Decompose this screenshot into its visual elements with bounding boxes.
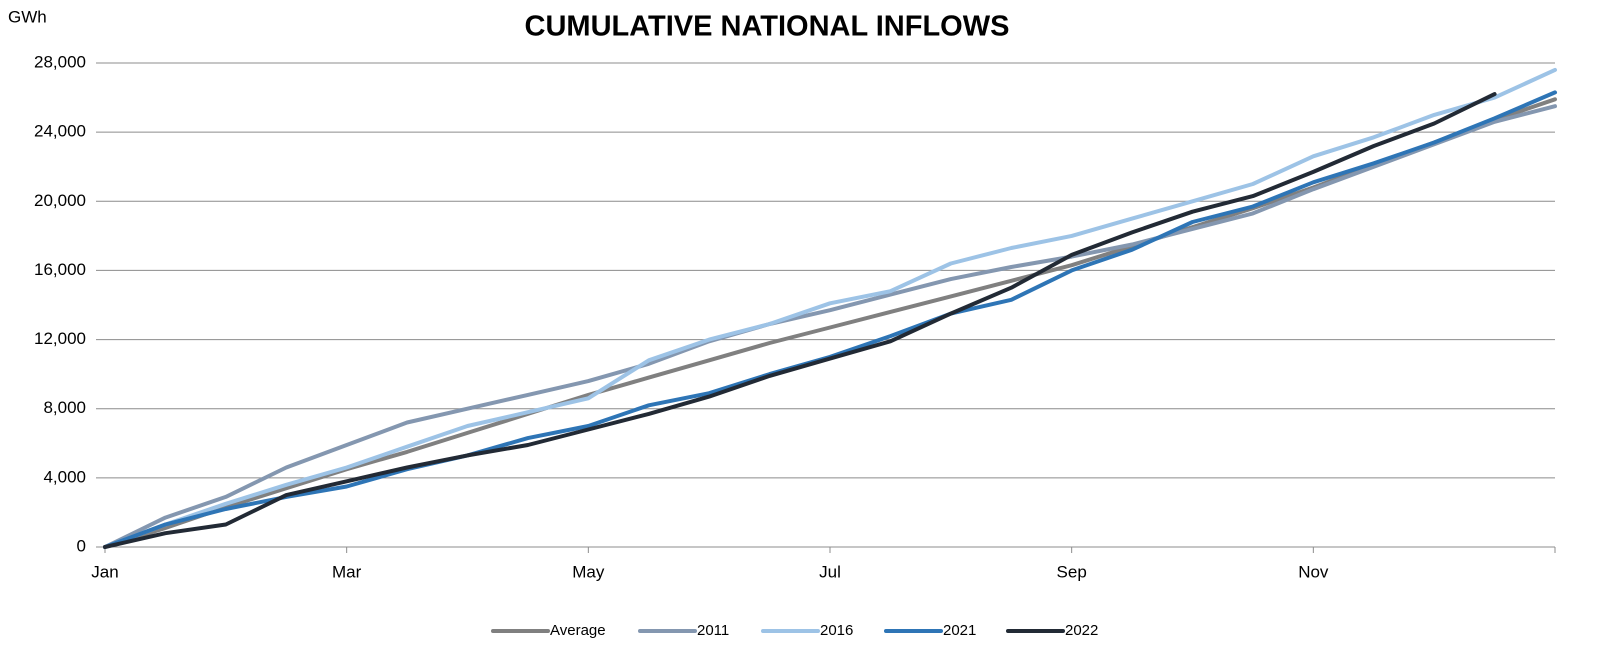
x-tick-label: Jan [91, 562, 118, 581]
series-line [103, 97, 1557, 549]
legend-label: 2011 [697, 622, 729, 639]
y-tick-label: 0 [77, 536, 86, 555]
series-line [103, 104, 1557, 549]
x-tick-label: Nov [1298, 562, 1329, 581]
y-axis-label: GWh [8, 7, 47, 26]
legend-label: 2021 [943, 622, 976, 639]
x-tick-label: Mar [332, 562, 362, 581]
y-tick-label: 20,000 [34, 191, 86, 210]
y-tick-label: 16,000 [34, 260, 86, 279]
legend-label: 2022 [1065, 622, 1098, 639]
y-tick-label: 28,000 [34, 52, 86, 71]
x-tick-label: Sep [1057, 562, 1087, 581]
series-line [103, 67, 1557, 549]
y-tick-label: 12,000 [34, 329, 86, 348]
y-tick-label: 4,000 [43, 467, 86, 486]
y-tick-label: 24,000 [34, 122, 86, 141]
legend-label: Average [550, 622, 606, 639]
legend-label: 2016 [820, 622, 853, 639]
chart-title: CUMULATIVE NATIONAL INFLOWS [525, 11, 1010, 43]
x-tick-label: Jul [819, 562, 841, 581]
y-tick-label: 8,000 [43, 398, 86, 417]
x-tick-label: May [572, 562, 605, 581]
series-line [103, 92, 1497, 549]
